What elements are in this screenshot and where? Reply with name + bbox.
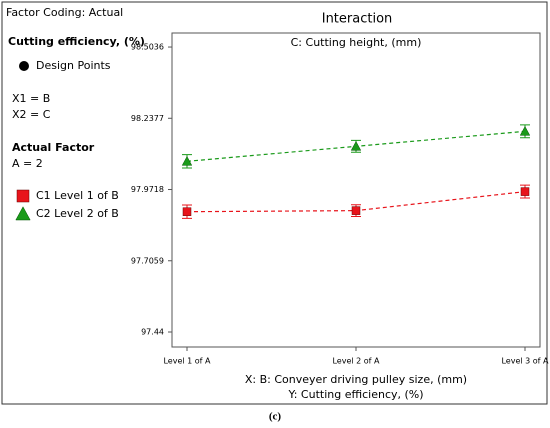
legend-title: C: Cutting height, (mm) — [291, 36, 422, 49]
frame — [1, 1, 548, 405]
x1: X1 = B — [12, 92, 50, 105]
caption: (c) — [269, 411, 282, 423]
y-axis-title: Y: Cutting efficiency, (%) — [287, 388, 423, 401]
point — [350, 141, 362, 151]
point — [182, 207, 192, 216]
chart-title: Interaction — [322, 12, 393, 27]
plot-frame — [171, 32, 541, 348]
legend-label: C2 Level 2 of B — [36, 207, 119, 220]
y-tick-label: 98.2377 — [131, 114, 164, 123]
design-points-label: Design Points — [36, 59, 111, 72]
y-tick-label: 97.7059 — [131, 256, 164, 265]
point — [519, 126, 531, 136]
actual-factor: A = 2 — [12, 157, 43, 170]
legend-marker — [15, 206, 31, 221]
response: Cutting efficiency, (%) — [8, 35, 145, 48]
x-tick-label: Level 3 of A — [501, 357, 549, 366]
x-tick-label: Level 2 of A — [332, 357, 380, 366]
x2: X2 = C — [12, 108, 51, 121]
point — [520, 187, 530, 196]
x-tick-label: Level 1 of A — [163, 357, 211, 366]
point — [351, 206, 361, 215]
x-axis-title: X: B: Conveyer driving pulley size, (mm) — [245, 373, 467, 386]
legend-label: C1 Level 1 of B — [36, 189, 119, 202]
factor-coding: Factor Coding: Actual — [6, 6, 123, 19]
y-tick-label: 97.44 — [141, 327, 164, 336]
point — [181, 156, 193, 166]
legend-marker — [16, 189, 30, 203]
actual-factor-heading: Actual Factor — [12, 141, 95, 154]
design-point-icon — [19, 61, 29, 71]
y-tick-label: 98.5036 — [131, 43, 164, 52]
y-tick-label: 97.9718 — [131, 185, 164, 194]
